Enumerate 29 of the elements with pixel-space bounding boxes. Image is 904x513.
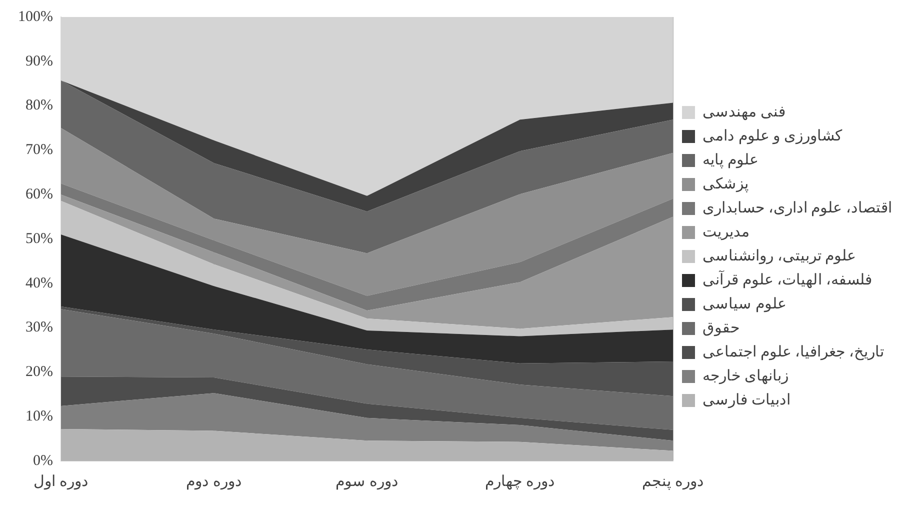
legend-label: زبانهای خارجه [702,368,788,384]
y-tick-label: 0% [32,452,53,469]
y-tick-label: 70% [25,142,53,158]
y-tick-label: 80% [25,98,53,114]
x-tick-label: دوره پنجم [642,474,704,490]
x-tick-label: دوره اول [34,474,88,490]
legend-label: کشاورزی و علوم دامی [702,128,843,144]
legend-label: حقوق [702,320,740,336]
legend-label: پزشکی [702,176,748,192]
y-tick-label: 40% [25,275,53,292]
x-tick-label: دوره دوم [186,474,242,490]
y-tick-label: 50% [25,230,53,247]
legend-label: ادبیات فارسی [702,392,790,408]
y-tick-label: 100% [18,8,53,25]
x-tick-label: دوره چهارم [485,474,555,490]
legend-label: علوم سیاسی [702,296,786,312]
y-tick-label: 10% [25,408,53,425]
legend-label: اقتصاد، علوم اداری، حسابداری [702,200,892,216]
y-tick-label: 90% [25,53,53,70]
legend-label: فنی مهندسی [702,104,786,120]
legend-label: علوم تربیتی، روانشناسی [702,248,856,264]
x-tick-label: دوره سوم [336,474,398,490]
legend-label: مدیریت [702,224,750,240]
y-tick-label: 20% [25,364,53,380]
y-tick-label: 60% [25,186,53,203]
legend-label: فلسفه، الهیات، علوم قرآنی [702,270,872,288]
legend-label: تاریخ، جغرافیا، علوم اجتماعی [702,344,884,360]
legend-label: علوم پایه [702,152,758,168]
y-tick-label: 30% [25,320,53,336]
